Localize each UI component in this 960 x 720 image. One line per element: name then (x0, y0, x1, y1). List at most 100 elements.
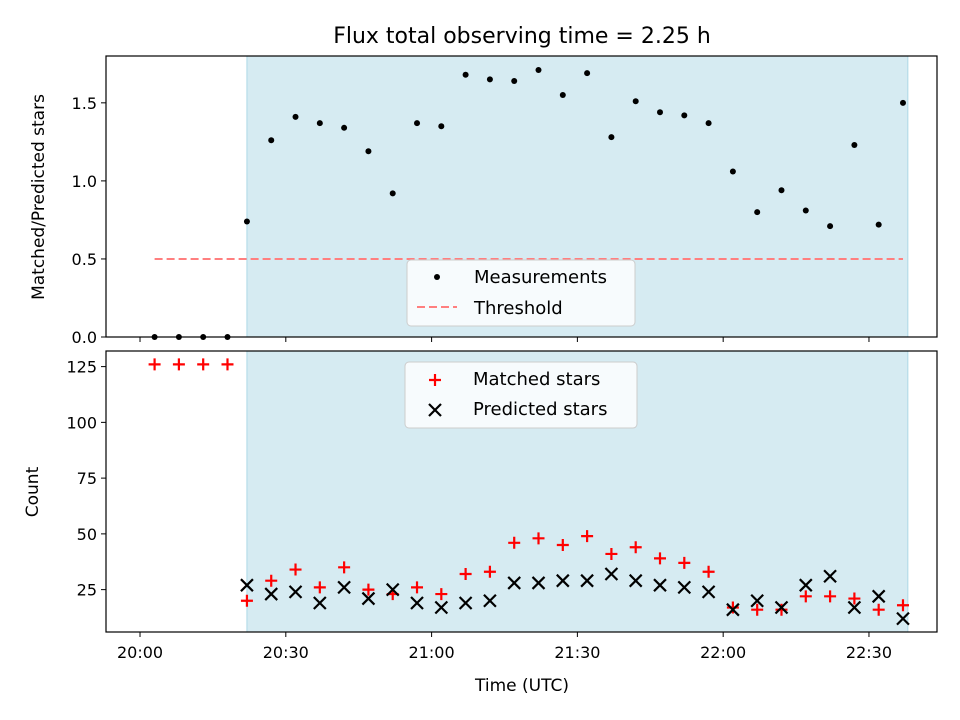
measurement-point (778, 187, 785, 194)
measurement-point (438, 123, 445, 130)
bottom-y-tick-label: 100 (66, 413, 97, 432)
measurement-point (899, 99, 906, 106)
predicted-star-point (385, 582, 400, 597)
matched-star-point (221, 358, 234, 371)
predicted-star-point (799, 578, 813, 592)
measurement-point (608, 134, 615, 141)
predicted-star-point (628, 573, 643, 588)
predicted-star-point (701, 585, 716, 599)
bottom-y-tick-label: 125 (66, 358, 97, 377)
predicted-star-point (750, 594, 764, 608)
measurement-point (414, 120, 421, 127)
matched-star-point (459, 568, 472, 581)
measurement-point (486, 76, 493, 83)
predicted-star-point (288, 585, 303, 599)
measurement-point (462, 71, 469, 78)
matched-star-point (775, 603, 788, 616)
matched-star-point (435, 588, 448, 601)
matched-star-point (581, 530, 594, 543)
measurement-point (389, 190, 396, 197)
predicted-star-point (823, 569, 837, 584)
matched-star-point (799, 590, 812, 603)
measurement-point (365, 148, 372, 155)
bottom-x-axis-label: Time (UTC) (474, 676, 569, 696)
matched-star-point (240, 594, 253, 607)
top-axes-frame (105, 55, 938, 338)
measurement-point (243, 218, 250, 225)
x-tick-label: 21:30 (554, 643, 600, 662)
top-legend-box (406, 259, 636, 327)
predicted-star-point (556, 573, 570, 588)
predicted-star-point (896, 611, 910, 626)
top-panel: 0.0 0.5 1.0 1.5 Matched/Predicted stars Mea… (29, 55, 938, 347)
legend-measurements-label: Measurements (474, 267, 607, 288)
predicted-star-point (507, 576, 521, 590)
legend-predicted-swatch (428, 403, 442, 417)
matched-star-point (508, 536, 521, 549)
chart-title: Flux total observing time = 2.25 h (333, 24, 711, 49)
matched-star-point (896, 599, 909, 612)
predicted-star-point (871, 589, 886, 604)
matched-star-point (289, 563, 302, 576)
matched-star-point (751, 603, 764, 616)
predicted-star-point (434, 600, 449, 615)
bottom-panel: 25 50 75 100 125 20:00 20:30 21:00 21:30 22:00 22… (23, 350, 938, 696)
bottom-y-tick-label: 50 (77, 525, 97, 544)
bottom-y-tick-label: 25 (77, 581, 97, 600)
top-y-tick-label: 1.5 (72, 94, 97, 113)
predicted-star-point (410, 596, 424, 610)
matched-star-point (483, 565, 496, 578)
measurement-point (268, 137, 275, 144)
matched-star-point (556, 539, 569, 552)
predicted-star-point (361, 591, 376, 606)
matched-star-point (313, 581, 326, 594)
matched-star-point (265, 574, 278, 587)
bottom-axes-frame (105, 350, 938, 633)
matched-star-point (654, 552, 666, 565)
legend-predicted-label: Predicted stars (473, 399, 607, 420)
predicted-star-point (580, 573, 594, 588)
measurement-point (559, 92, 566, 99)
measurement-point (584, 70, 591, 77)
measurement-point (681, 112, 688, 119)
bottom-y-tick-label: 75 (77, 469, 97, 488)
bottom-legend-box (404, 361, 638, 429)
legend-measurement-swatch (434, 274, 440, 280)
legend-threshold-label: Threshold (473, 298, 563, 319)
matched-star-point (172, 358, 185, 371)
legend-matched-swatch (429, 374, 441, 386)
matched-star-point (629, 541, 642, 554)
x-tick-label: 21:00 (409, 643, 455, 662)
measurement-point (705, 120, 712, 127)
predicted-star-point (458, 596, 473, 610)
top-legend: Measurements Threshold (406, 259, 636, 327)
matched-star-point (197, 358, 210, 371)
predicted-star-point (240, 578, 254, 592)
matched-star-point (148, 358, 161, 371)
top-y-axis-label: Matched/Predicted stars (29, 94, 49, 300)
matched-star-point (605, 547, 618, 560)
matched-star-point (362, 583, 375, 596)
matched-star-point (411, 581, 424, 594)
legend-matched-label: Matched stars (473, 369, 600, 390)
matched-star-point (726, 601, 739, 614)
predicted-star-point (264, 587, 279, 601)
predicted-star-point (604, 567, 619, 581)
matched-star-point (678, 556, 691, 569)
measurement-point (657, 109, 663, 116)
x-tick-label: 20:00 (117, 643, 163, 662)
predicted-star-point (726, 602, 740, 617)
predicted-star-point (483, 594, 497, 608)
x-tick-label: 22:30 (846, 643, 892, 662)
measurement-point (632, 98, 639, 105)
matched-star-point (338, 561, 351, 574)
predicted-star-point (677, 580, 692, 595)
top-y-tick-label: 0.5 (72, 250, 97, 269)
matched-star-point (848, 592, 861, 605)
measurement-point (802, 207, 809, 214)
x-tick-label: 20:30 (263, 643, 309, 662)
predicted-star-point (337, 580, 351, 595)
measurement-point (511, 77, 518, 84)
top-y-tick-label: 0.0 (72, 328, 97, 347)
